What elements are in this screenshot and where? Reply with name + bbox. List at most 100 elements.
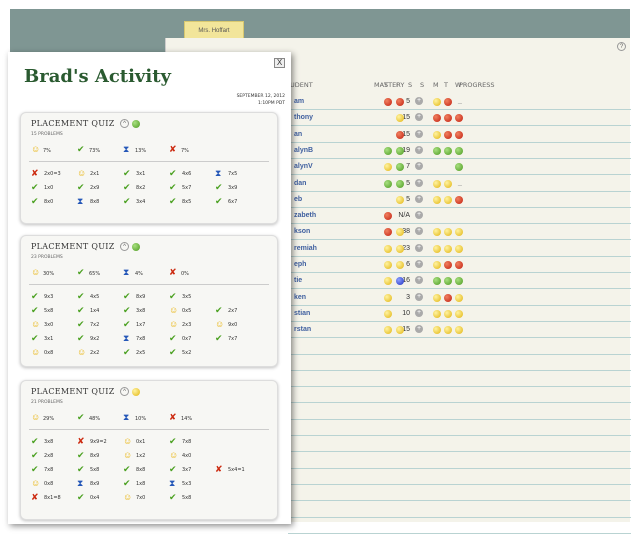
problem-item[interactable]: 2x2 bbox=[90, 350, 100, 356]
day-status-dot[interactable] bbox=[455, 146, 463, 155]
day-status-dot[interactable] bbox=[444, 130, 452, 139]
problem-item[interactable]: 5x3 bbox=[182, 481, 192, 487]
day-status-dot[interactable] bbox=[433, 228, 441, 237]
problem-item[interactable]: 0x1 bbox=[136, 439, 146, 445]
day-status-dot[interactable] bbox=[455, 228, 463, 237]
problem-item[interactable]: 5x4=1 bbox=[228, 467, 245, 473]
problem-item[interactable]: 4x6 bbox=[182, 171, 192, 177]
day-status-dot[interactable] bbox=[444, 146, 452, 155]
day-status-dot[interactable] bbox=[384, 326, 392, 335]
problem-item[interactable]: 1x8 bbox=[136, 481, 146, 487]
table-row[interactable]: eb5+_ bbox=[288, 192, 631, 208]
day-status-dot[interactable] bbox=[455, 261, 463, 269]
problem-item[interactable]: 5x8 bbox=[182, 495, 192, 501]
student-name[interactable]: alynB bbox=[294, 146, 314, 154]
problem-item[interactable]: 3x0 bbox=[44, 322, 54, 328]
expand-icon[interactable]: + bbox=[415, 227, 423, 236]
table-row[interactable]: zabeth N/A + bbox=[288, 208, 631, 225]
expand-icon[interactable]: + bbox=[415, 97, 423, 105]
day-status-dot[interactable] bbox=[396, 146, 404, 155]
problem-item[interactable]: 3x5 bbox=[182, 294, 192, 300]
day-status-dot[interactable] bbox=[384, 146, 392, 155]
day-status-dot[interactable] bbox=[384, 309, 392, 318]
day-status-dot[interactable] bbox=[433, 261, 441, 269]
day-status-dot[interactable] bbox=[384, 261, 392, 269]
problem-item[interactable]: 5x2 bbox=[182, 350, 192, 356]
student-name[interactable]: thony bbox=[294, 114, 314, 122]
problem-item[interactable]: 5x8 bbox=[90, 467, 100, 473]
day-status-dot[interactable] bbox=[433, 326, 441, 335]
day-status-dot[interactable] bbox=[433, 146, 441, 155]
expand-icon[interactable]: + bbox=[415, 276, 423, 285]
help-icon[interactable]: ? bbox=[617, 42, 626, 51]
day-status-dot[interactable] bbox=[384, 277, 392, 286]
day-status-dot[interactable] bbox=[455, 130, 463, 139]
day-status-dot[interactable] bbox=[433, 130, 441, 139]
problem-item[interactable]: 9x3 bbox=[44, 294, 54, 300]
expand-icon[interactable]: + bbox=[415, 292, 423, 301]
student-name[interactable]: am bbox=[294, 98, 305, 105]
table-row[interactable]: thony 15 + bbox=[288, 110, 631, 127]
day-status-dot[interactable] bbox=[444, 228, 452, 237]
student-name[interactable]: stian bbox=[294, 309, 311, 317]
expand-icon[interactable]: + bbox=[415, 162, 423, 171]
day-status-dot[interactable] bbox=[444, 293, 452, 302]
day-status-dot[interactable] bbox=[444, 309, 452, 318]
problem-item[interactable]: 3x8 bbox=[44, 439, 54, 445]
expand-icon[interactable]: + bbox=[415, 113, 423, 122]
day-status-dot[interactable] bbox=[433, 293, 441, 302]
problem-item[interactable]: 3x1 bbox=[136, 171, 146, 177]
day-status-dot[interactable] bbox=[455, 163, 463, 172]
day-status-dot[interactable] bbox=[455, 114, 463, 123]
day-status-dot[interactable] bbox=[444, 326, 452, 335]
problem-item[interactable]: 1x0 bbox=[44, 185, 54, 191]
student-name[interactable]: remiah bbox=[294, 244, 317, 252]
day-status-dot[interactable] bbox=[444, 114, 452, 123]
problem-item[interactable]: 8x9 bbox=[136, 294, 146, 300]
problem-item[interactable]: 5x8 bbox=[44, 308, 54, 314]
problem-item[interactable]: 7x0 bbox=[136, 495, 146, 501]
day-status-dot[interactable] bbox=[396, 228, 404, 237]
problem-item[interactable]: 3x7 bbox=[182, 467, 192, 473]
problem-item[interactable]: 1x2 bbox=[136, 453, 146, 459]
expand-icon[interactable]: + bbox=[415, 145, 423, 154]
problem-item[interactable]: 1x7 bbox=[136, 322, 146, 328]
problem-item[interactable]: 8x5 bbox=[182, 199, 192, 205]
problem-item[interactable]: 1x4 bbox=[90, 308, 100, 314]
problem-item[interactable]: 7x7 bbox=[228, 336, 238, 342]
problem-item[interactable]: 7x2 bbox=[90, 322, 100, 328]
problem-item[interactable]: 3x1 bbox=[44, 336, 54, 342]
day-status-dot[interactable] bbox=[455, 309, 463, 318]
problem-item[interactable]: 7x8 bbox=[136, 336, 146, 342]
expand-icon[interactable]: + bbox=[415, 308, 423, 317]
day-status-dot[interactable] bbox=[444, 277, 452, 286]
problem-item[interactable]: 3x8 bbox=[136, 308, 146, 314]
collapse-icon[interactable]: ^ bbox=[120, 387, 129, 396]
day-status-dot[interactable] bbox=[396, 277, 404, 286]
problem-item[interactable]: 9x9=2 bbox=[90, 439, 107, 445]
problem-item[interactable]: 4x5 bbox=[90, 294, 100, 300]
problem-item[interactable]: 7x8 bbox=[182, 439, 192, 445]
day-status-dot[interactable] bbox=[433, 309, 441, 318]
day-status-dot[interactable] bbox=[396, 179, 404, 188]
problem-item[interactable]: 6x7 bbox=[228, 199, 238, 205]
expand-icon[interactable]: + bbox=[415, 260, 423, 268]
day-status-dot[interactable] bbox=[444, 261, 452, 269]
day-status-dot[interactable] bbox=[384, 228, 392, 237]
problem-item[interactable]: 8x9 bbox=[90, 481, 100, 487]
day-status-dot[interactable] bbox=[396, 98, 404, 106]
collapse-icon[interactable]: ^ bbox=[120, 242, 129, 251]
problem-item[interactable]: 8x0 bbox=[44, 199, 54, 205]
column-header-student[interactable]: UDENT bbox=[290, 81, 313, 89]
problem-item[interactable]: 0x5 bbox=[182, 308, 192, 314]
problem-item[interactable]: 7x8 bbox=[44, 467, 54, 473]
close-icon[interactable]: X bbox=[274, 58, 285, 68]
